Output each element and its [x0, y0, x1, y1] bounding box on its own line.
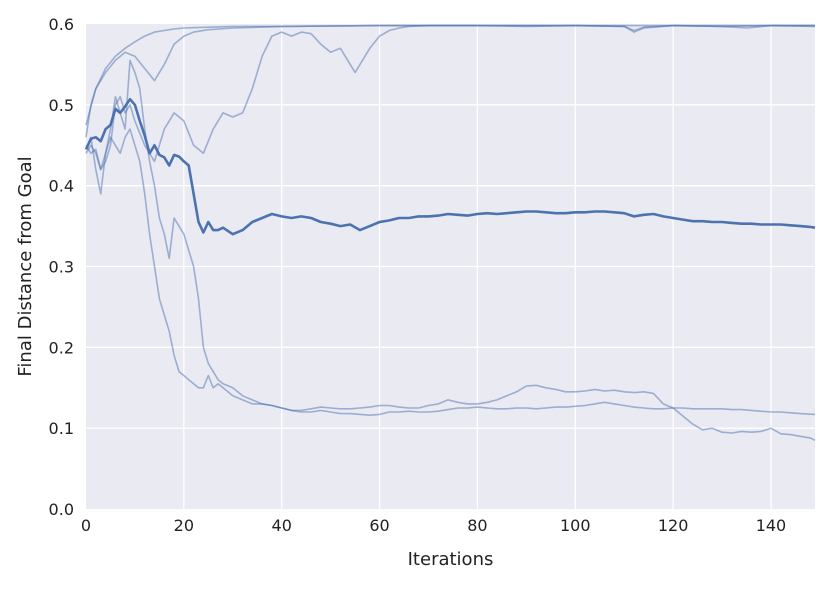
mean-series-line	[84, 97, 816, 236]
y-tick-label: 0.2	[49, 338, 74, 357]
trial-series-line	[85, 59, 816, 417]
x-axis-label: Iterations	[408, 549, 494, 570]
y-tick-label: 0.6	[49, 15, 74, 34]
y-tick-label: 0.1	[49, 419, 74, 438]
x-tick-label: 60	[369, 516, 389, 535]
tick-labels: 0 20 40 60 80 100 120 140 0.0 0.1 0.2 0.3 0.4 0.5 0.6	[49, 15, 787, 535]
y-tick-label: 0.4	[49, 177, 74, 196]
x-tick-label: 20	[174, 516, 194, 535]
x-tick-label: 140	[756, 516, 787, 535]
x-tick-label: 120	[658, 516, 689, 535]
trial-series-line	[85, 128, 816, 442]
y-tick-label: 0.0	[49, 500, 74, 519]
x-tick-label: 0	[81, 516, 91, 535]
series-group	[84, 24, 816, 442]
x-tick-label: 100	[560, 516, 591, 535]
trial-series-line	[85, 24, 816, 171]
y-axis-label: Final Distance from Goal	[15, 156, 36, 376]
x-tick-label: 40	[272, 516, 292, 535]
y-tick-label: 0.5	[49, 96, 74, 115]
x-tick-label: 80	[467, 516, 487, 535]
y-tick-label: 0.3	[49, 258, 74, 277]
trial-series-line	[85, 24, 815, 138]
grid	[86, 24, 815, 509]
